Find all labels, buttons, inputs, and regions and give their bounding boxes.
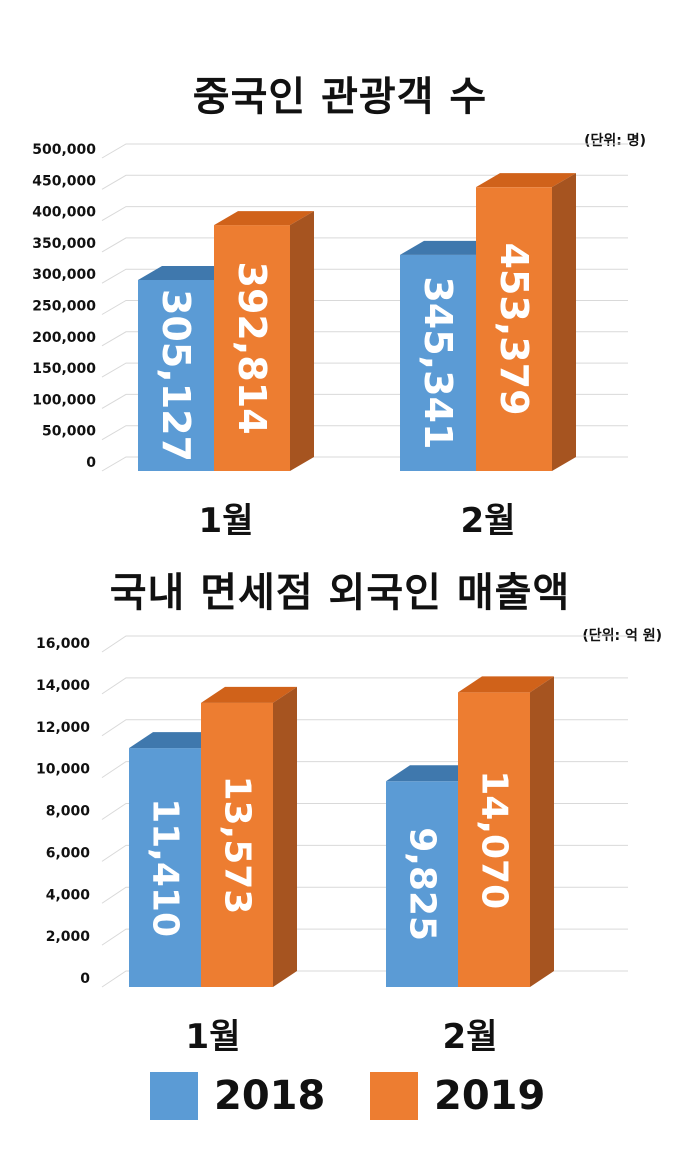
- gridline: [101, 677, 628, 695]
- y-tick-label: 400,000: [32, 205, 96, 221]
- gridline: [101, 174, 628, 190]
- x-category-label: 2월: [461, 501, 516, 541]
- y-tick-label: 300,000: [32, 267, 96, 283]
- chart-tourists: 0 50,000 100,000 150,000 200,000 250,000 300,0…: [32, 142, 628, 541]
- chart-title-tourists: 중국인 관광객 수: [192, 74, 488, 120]
- bar-2019-2: [476, 173, 576, 471]
- chart-dutyfree-sales: 0 2,000 4,000 6,000 8,000 10,000 12,000 14,000 1…: [36, 635, 628, 1057]
- data-label-2018-2: 9,825: [402, 827, 443, 941]
- bar-2019-2: [458, 676, 554, 987]
- y-tick-label: 12,000: [36, 720, 90, 736]
- y-tick-label: 150,000: [32, 361, 96, 377]
- data-label-2018-2: 345,341: [416, 276, 460, 449]
- data-label-2019-2: 14,070: [474, 770, 515, 909]
- y-tick-label: 2,000: [46, 929, 91, 945]
- legend-label-2019: 2019: [434, 1073, 546, 1119]
- bar-2019-1: [214, 211, 314, 471]
- legend-item-2019: 2019: [370, 1072, 545, 1120]
- y-tick-label: 50,000: [42, 424, 96, 440]
- legend-label-2018: 2018: [214, 1073, 326, 1119]
- x-category-label: 1월: [186, 1017, 241, 1057]
- data-label-2019-1: 392,814: [230, 262, 274, 435]
- legend: 2018 2019: [0, 1072, 680, 1132]
- y-tick-label: 6,000: [46, 845, 91, 861]
- unit-label-tourists: (단위: 명): [584, 133, 646, 149]
- legend-item-2018: 2018: [150, 1072, 325, 1120]
- y-tick-label: 4,000: [46, 887, 91, 903]
- y-tick-label: 0: [86, 455, 96, 471]
- gridline: [101, 143, 628, 159]
- y-tick-label: 100,000: [32, 392, 96, 408]
- y-tick-label: 14,000: [36, 678, 90, 694]
- y-tick-label: 10,000: [36, 762, 90, 778]
- legend-swatch-2018: [150, 1072, 198, 1120]
- data-label-2019-2: 453,379: [492, 243, 536, 416]
- gridline: [101, 237, 628, 253]
- chart-title-dutyfree-sales: 국내 면세점 외국인 매출액: [109, 570, 571, 616]
- y-tick-label: 250,000: [32, 299, 96, 315]
- data-label-2018-1: 305,127: [154, 289, 198, 462]
- data-label-2019-1: 13,573: [217, 775, 258, 914]
- y-tick-label: 8,000: [46, 804, 91, 820]
- bar-2019-1: [201, 686, 297, 987]
- y-tick-label: 16,000: [36, 636, 90, 652]
- data-label-2018-1: 11,410: [145, 798, 186, 937]
- y-tick-label: 200,000: [32, 330, 96, 346]
- x-category-label: 2월: [443, 1017, 498, 1057]
- y-tick-label: 0: [80, 971, 90, 987]
- y-tick-label: 500,000: [32, 142, 96, 158]
- legend-swatch-2019: [370, 1072, 418, 1120]
- x-category-label: 1월: [199, 501, 254, 541]
- gridline: [101, 635, 628, 653]
- y-tick-label: 350,000: [32, 236, 96, 252]
- y-tick-label: 450,000: [32, 173, 96, 189]
- gridline: [101, 206, 628, 222]
